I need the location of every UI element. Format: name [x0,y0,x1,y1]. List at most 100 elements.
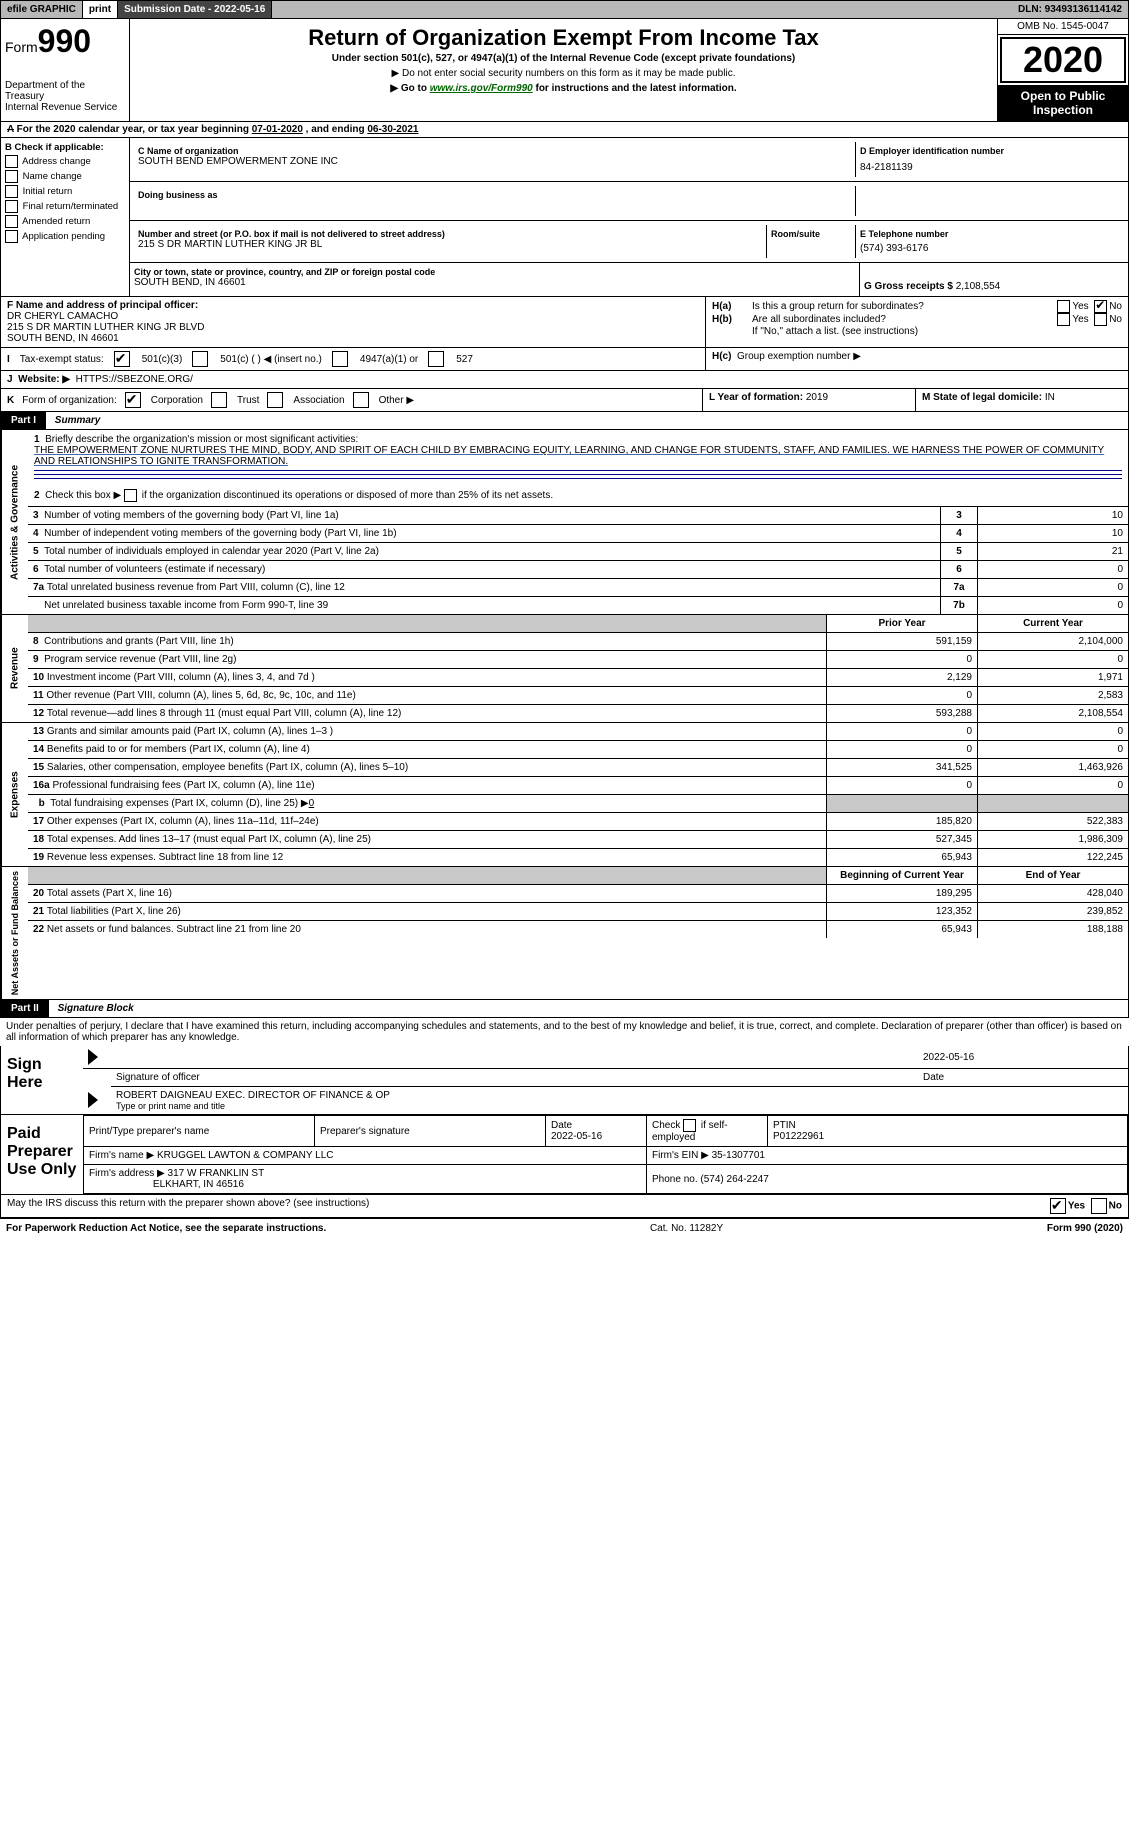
officer-print-name: ROBERT DAIGNEAU EXEC. DIRECTOR OF FINANC… [116,1090,1123,1101]
part2-label: Part II [1,1000,49,1017]
gov-side-label: Activities & Governance [1,430,28,614]
part1-title: Summary [49,412,107,429]
sign-here-label: Sign Here [1,1046,83,1114]
section-k-l-m: K Form of organization: Corporation Trus… [0,389,1129,412]
addr-label: Number and street (or P.O. box if mail i… [138,229,762,239]
note-ssn: ▶ Do not enter social security numbers o… [134,68,993,79]
top-bar: efile GRAPHIC print Submission Date - 20… [0,0,1129,19]
expenses-section: Expenses 13 Grants and similar amounts p… [0,723,1129,867]
gross-receipts: 2,108,554 [956,281,1001,292]
sig-officer-label: Signature of officer [111,1069,918,1087]
gov-table: 3 Number of voting members of the govern… [28,506,1128,614]
paid-preparer-label: Paid Preparer Use Only [1,1115,83,1194]
col-current: Current Year [978,615,1129,633]
cb-discuss-no[interactable] [1091,1198,1107,1214]
cb-discuss-yes[interactable] [1050,1198,1066,1214]
firm-ein-label: Firm's EIN ▶ [652,1150,709,1161]
hb-label: H(b) [712,314,752,325]
firm-addr1: 317 W FRANKLIN ST [168,1168,265,1179]
section-b: B Check if applicable: Address change Na… [1,138,130,296]
cb-corporation[interactable] [125,392,141,408]
arrow-icon [88,1092,98,1108]
telephone: (574) 393-6176 [860,243,1120,254]
efile-label: efile GRAPHIC [1,1,82,18]
g-label: G Gross receipts $ [864,281,953,292]
firm-addr2: ELKHART, IN 46516 [153,1179,244,1190]
website-url: HTTPS://SBEZONE.ORG/ [76,374,193,385]
omb-number: OMB No. 1545-0047 [998,19,1128,35]
line4-value: 10 [978,525,1129,543]
dept-treasury: Department of the Treasury [5,80,125,102]
firm-name-label: Firm's name ▶ [89,1150,154,1161]
cb-application-pending[interactable]: Application pending [5,230,125,243]
section-b-to-g: B Check if applicable: Address change Na… [0,138,1129,297]
mission-text: THE EMPOWERMENT ZONE NURTURES THE MIND, … [34,445,1104,467]
date-label: Date [918,1069,1128,1087]
l-label: L Year of formation: [709,392,803,403]
col-begin: Beginning of Current Year [827,867,978,885]
firm-addr-label: Firm's address ▶ [89,1168,165,1179]
cb-name-change[interactable]: Name change [5,170,125,183]
section-f-h: F Name and address of principal officer:… [0,297,1129,348]
firm-ein: 35-1307701 [712,1150,765,1161]
preparer-name-label: Print/Type preparer's name [84,1116,315,1147]
officer-name: DR CHERYL CAMACHO [7,311,699,322]
line3-value: 10 [978,507,1129,525]
line6-value: 0 [978,561,1129,579]
city-label: City or town, state or province, country… [134,267,855,277]
cb-501c[interactable] [192,351,208,367]
cb-4947[interactable] [332,351,348,367]
col-end: End of Year [978,867,1129,885]
i-label: Tax-exempt status: [20,354,104,365]
print-button[interactable]: print [82,1,118,18]
sign-date: 2022-05-16 [918,1046,1128,1069]
cb-final-return[interactable]: Final return/terminated [5,200,125,213]
form-title: Return of Organization Exempt From Incom… [134,25,993,51]
line7b-value: 0 [978,597,1129,615]
open-to-public: Open to Public Inspection [998,85,1128,121]
city-state-zip: SOUTH BEND, IN 46601 [134,277,855,288]
submission-date: Submission Date - 2022-05-16 [118,1,272,18]
cb-other[interactable] [353,392,369,408]
dba-value [138,200,851,212]
dba-label: Doing business as [138,190,851,200]
line5-value: 21 [978,543,1129,561]
line1-label: Briefly describe the organization's miss… [45,434,358,445]
section-j: J Website: ▶ HTTPS://SBEZONE.ORG/ [0,371,1129,389]
preparer-sig-label: Preparer's signature [315,1116,546,1147]
org-name: SOUTH BEND EMPOWERMENT ZONE INC [138,156,851,167]
signature-declaration: Under penalties of perjury, I declare th… [0,1018,1129,1046]
cb-trust[interactable] [211,392,227,408]
firm-phone: (574) 264-2247 [700,1174,768,1185]
d-label: D Employer identification number [860,146,1120,156]
net-side-label: Net Assets or Fund Balances [1,867,28,999]
goto-prefix: ▶ Go to [390,83,429,94]
section-i: I Tax-exempt status: 501(c)(3) 501(c) ( … [0,348,1129,371]
cb-initial-return[interactable]: Initial return [5,185,125,198]
cb-527[interactable] [428,351,444,367]
phone-label: Phone no. [652,1174,698,1185]
self-employed-cell: Check if self-employed [647,1116,768,1147]
exp-side-label: Expenses [1,723,28,866]
paid-preparer-block: Paid Preparer Use Only Print/Type prepar… [0,1115,1129,1195]
expenses-table: 13 Grants and similar amounts paid (Part… [28,723,1128,866]
type-print-label: Type or print name and title [116,1101,1123,1111]
cb-address-change[interactable]: Address change [5,155,125,168]
irs-link[interactable]: www.irs.gov/Form990 [430,83,533,94]
cb-amended[interactable]: Amended return [5,215,125,228]
cb-association[interactable] [267,392,283,408]
page-footer: For Paperwork Reduction Act Notice, see … [0,1218,1129,1238]
cb-501c3[interactable] [114,351,130,367]
tax-year: 2020 [1000,37,1126,83]
footer-right: Form 990 (2020) [1047,1223,1123,1234]
street-address: 215 S DR MARTIN LUTHER KING JR BL [138,239,762,250]
line2-text: Check this box ▶ if the organization dis… [45,490,553,501]
net-assets-section: Net Assets or Fund Balances Beginning of… [0,867,1129,1000]
section-a: A For the 2020 calendar year, or tax yea… [0,122,1129,138]
c-name-label: C Name of organization [138,146,851,156]
k-label: Form of organization: [22,395,117,406]
hc-text: Group exemption number ▶ [737,351,861,362]
dln-label: DLN: 93493136114142 [1012,1,1128,18]
f-label: F Name and address of principal officer: [7,300,699,311]
e-label: E Telephone number [860,229,1120,239]
